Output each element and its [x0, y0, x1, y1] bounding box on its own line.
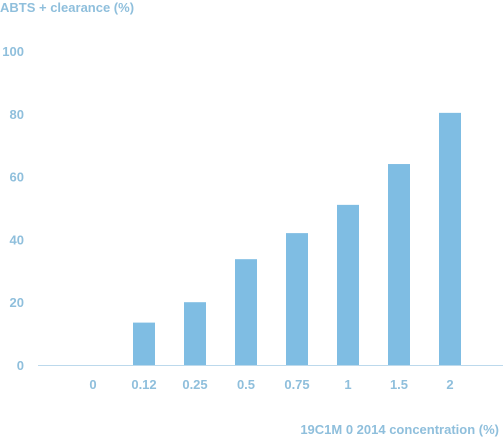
- bar: [133, 322, 155, 365]
- bar: [286, 233, 308, 365]
- bar: [337, 204, 359, 365]
- x-tick-label: 0: [89, 377, 96, 392]
- x-axis: 0 0.12 0.25 0.5 0.75 1 1.5 2: [89, 377, 453, 392]
- x-tick-label: 0.75: [284, 377, 309, 392]
- x-tick-label: 0.12: [131, 377, 156, 392]
- bar: [439, 112, 461, 365]
- x-tick-label: 0.5: [237, 377, 255, 392]
- y-tick-label: 60: [10, 170, 24, 185]
- bar: [388, 164, 410, 365]
- bars: [133, 112, 461, 365]
- y-tick-label: 100: [2, 44, 24, 59]
- x-tick-label: 1: [344, 377, 351, 392]
- bar: [235, 259, 257, 365]
- bar: [184, 302, 206, 365]
- y-tick-label: 80: [10, 107, 24, 122]
- x-tick-label: 0.25: [182, 377, 207, 392]
- y-tick-label: 20: [10, 295, 24, 310]
- x-axis-label: 19C1M 0 2014 concentration (%): [300, 422, 499, 437]
- x-tick-label: 2: [446, 377, 453, 392]
- y-axis: 0 20 40 60 80 100: [2, 44, 24, 373]
- y-tick-label: 0: [17, 358, 24, 373]
- y-axis-label: ABTS + clearance (%): [0, 0, 134, 15]
- x-tick-label: 1.5: [390, 377, 408, 392]
- y-tick-label: 40: [10, 232, 24, 247]
